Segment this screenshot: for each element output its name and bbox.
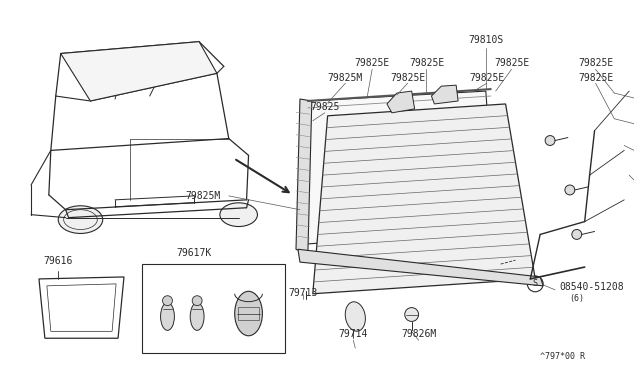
Polygon shape — [303, 91, 496, 244]
Text: S: S — [532, 279, 538, 288]
Text: (6): (6) — [569, 294, 584, 303]
Circle shape — [565, 185, 575, 195]
Circle shape — [572, 230, 582, 240]
Text: ^797*00 R: ^797*00 R — [540, 352, 585, 360]
Ellipse shape — [192, 296, 202, 306]
Text: 08540-51208: 08540-51208 — [559, 282, 623, 292]
Polygon shape — [298, 249, 543, 286]
Text: 79825M: 79825M — [328, 73, 363, 83]
Ellipse shape — [190, 303, 204, 330]
Text: 79826M: 79826M — [401, 329, 436, 339]
Text: 79713: 79713 — [288, 288, 317, 298]
Text: 79825E: 79825E — [578, 58, 613, 68]
Circle shape — [404, 308, 419, 321]
Ellipse shape — [163, 296, 172, 306]
Ellipse shape — [345, 302, 365, 331]
Polygon shape — [387, 91, 415, 113]
Bar — [237, 307, 259, 320]
Ellipse shape — [235, 291, 262, 336]
Text: 79825E: 79825E — [578, 73, 613, 83]
Text: 79825E: 79825E — [355, 58, 390, 68]
Text: 79825E: 79825E — [409, 58, 444, 68]
Text: 79825E: 79825E — [390, 73, 426, 83]
Polygon shape — [313, 104, 535, 294]
Text: 79714: 79714 — [339, 329, 368, 339]
Text: 79825E: 79825E — [494, 58, 529, 68]
Ellipse shape — [161, 303, 174, 330]
Text: 79616: 79616 — [43, 256, 72, 266]
Text: 79825: 79825 — [310, 102, 339, 112]
Polygon shape — [61, 42, 217, 101]
Text: 79810S: 79810S — [468, 35, 504, 45]
Polygon shape — [296, 99, 312, 254]
Ellipse shape — [220, 203, 257, 227]
Bar — [142, 264, 285, 353]
Ellipse shape — [58, 206, 103, 234]
Polygon shape — [431, 85, 458, 104]
Text: 79825E: 79825E — [469, 73, 504, 83]
Text: 79825M: 79825M — [185, 191, 221, 201]
Circle shape — [545, 135, 555, 145]
Text: 79617K: 79617K — [177, 248, 212, 258]
